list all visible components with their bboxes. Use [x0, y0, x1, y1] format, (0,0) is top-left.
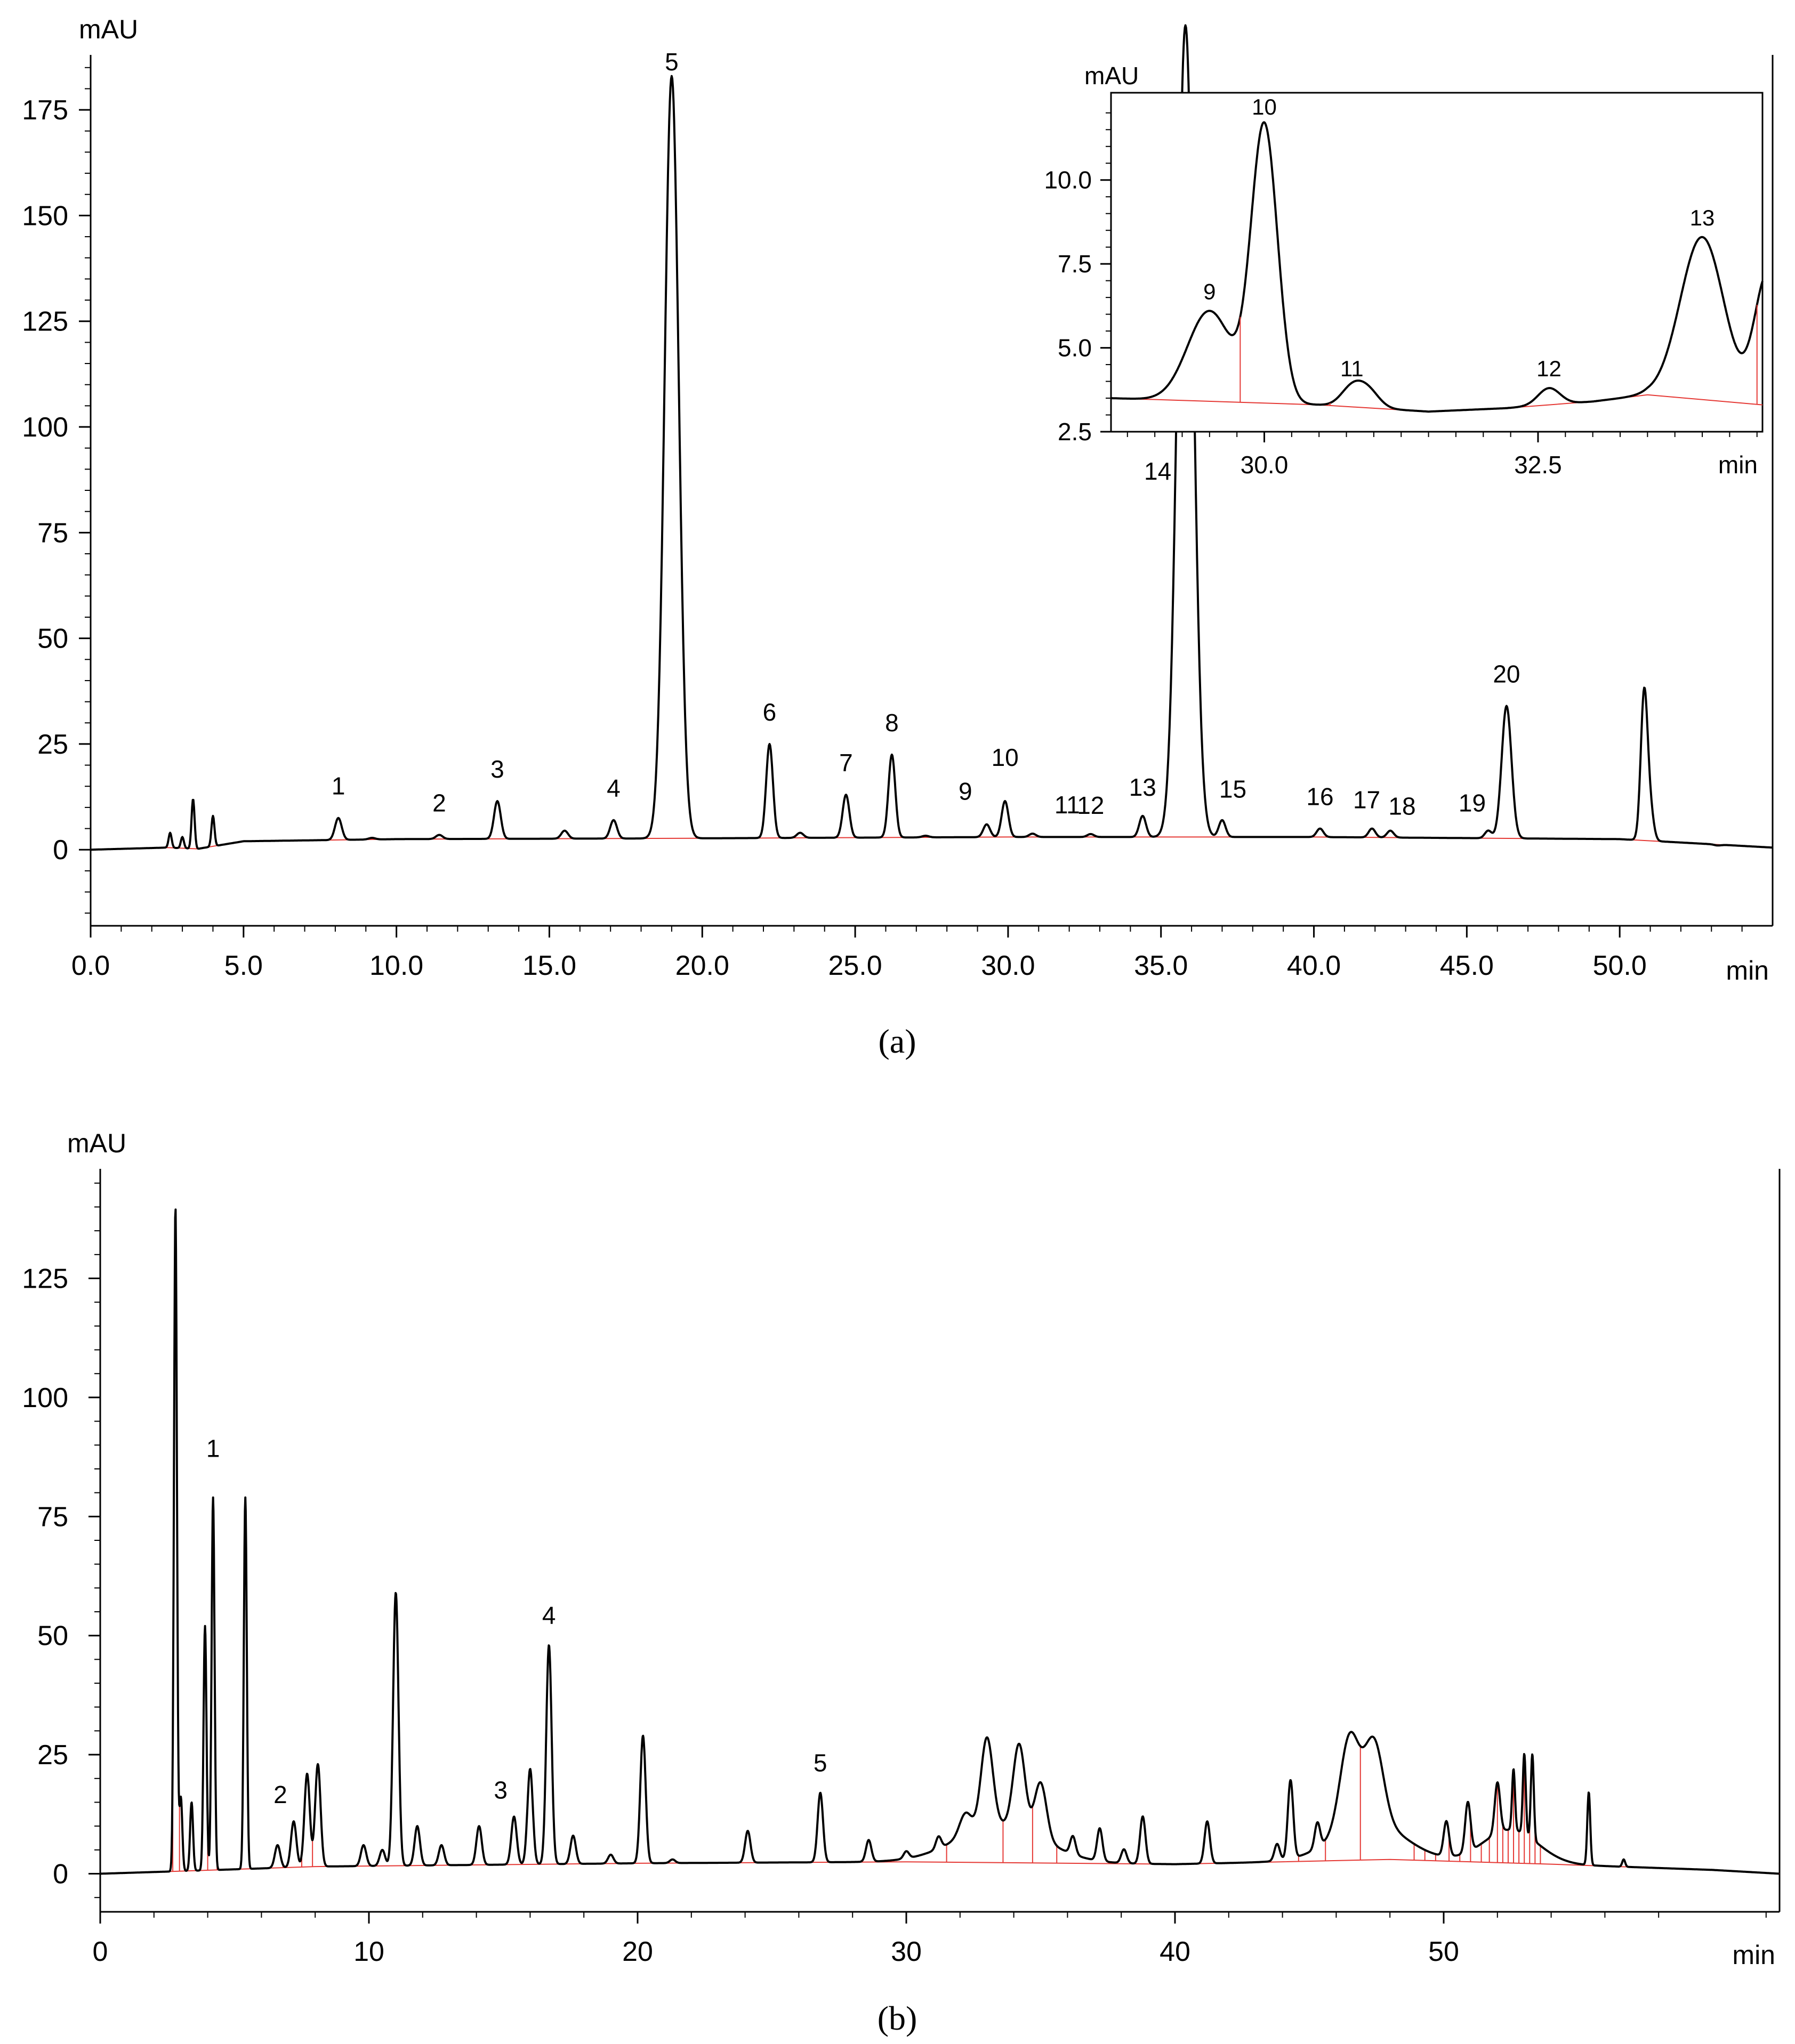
panel-a-peak-label: 7 [839, 749, 853, 777]
panel-a-x-tick-label: 15.0 [522, 950, 576, 981]
panel-a-x-tick-label: 50.0 [1593, 950, 1647, 981]
inset-y-tick-label: 2.5 [1058, 418, 1092, 446]
inset-y-axis-title: mAU [1084, 62, 1139, 90]
inset-frame [1110, 92, 1764, 433]
panel-a-peak-label: 4 [607, 774, 621, 802]
inset-y-tick-label: 7.5 [1058, 250, 1092, 278]
panel-a-x-tick-label: 20.0 [675, 950, 729, 981]
panel-a-x-tick-label: 35.0 [1134, 950, 1188, 981]
inset-x-tick-label: 32.5 [1514, 451, 1562, 479]
panel-b-x-tick-label: 40 [1160, 1936, 1190, 1967]
panel-a-y-tick-label: 0 [53, 835, 68, 866]
panel-a-y-tick-label: 50 [37, 624, 68, 655]
panel-a-peak-label: 2 [432, 789, 446, 817]
panel-b-peak-label: 1 [206, 1435, 220, 1463]
inset-peak-label: 12 [1536, 356, 1561, 381]
panel-a-y-axis-title: mAU [79, 14, 138, 44]
inset-peak-labels: 9 10 11 12 13 [1203, 94, 1714, 381]
panel-a-peak-label: 18 [1388, 793, 1415, 820]
panel-b-peak-label: 2 [273, 1781, 287, 1808]
inset-peak-label: 13 [1690, 205, 1715, 230]
panel-b-peak-label: 5 [814, 1749, 827, 1777]
panel-a-peak-label: 6 [763, 698, 777, 726]
panel-a-peak-label: 17 [1353, 786, 1380, 814]
panel-a-x-axis-title: min [1726, 956, 1769, 985]
panel-b-drop-lines [172, 1744, 1541, 1872]
panel-a-baseline [90, 836, 1773, 851]
inset-peak-label: 9 [1203, 279, 1216, 304]
panel-b-x-tick-label: 0 [93, 1936, 108, 1967]
panel-a-x-tick-label: 5.0 [224, 950, 263, 981]
panel-b-y-tick-label: 25 [37, 1740, 68, 1771]
panel-a-y-tick-label: 175 [22, 95, 68, 126]
inset-trace [1110, 121, 1764, 413]
panel-b-x-tick-label: 30 [891, 1936, 922, 1967]
panel-a-trace [90, 24, 1773, 851]
panel-a-y-tick-label: 150 [22, 200, 68, 231]
panel-a-label: (a) [878, 1022, 916, 1060]
panel-a-x-tick-label: 0.0 [71, 950, 110, 981]
panel-a-peak-label: 11 [1055, 791, 1080, 819]
panel-a-peak-label: 5 [665, 48, 679, 76]
panel-b-peak-labels: 1 2 3 4 5 [206, 1435, 827, 1809]
panel-b-x-tick-label: 20 [622, 1936, 653, 1967]
panel-a-peak-label: 1 [332, 772, 345, 800]
panel-a-peak-label: 8 [885, 709, 899, 737]
inset-drop-lines [1239, 304, 1758, 406]
panel-b-y-tick-label: 100 [22, 1383, 68, 1413]
panel-a-peak-label: 20 [1493, 660, 1520, 688]
panel-a-peak-label: 3 [490, 755, 504, 783]
panel-b-y-tick-label: 0 [53, 1859, 68, 1890]
panel-a-inset: 30.0 32.5 2.5 5.0 7.5 10.0 mAU min 9 10 11 12 13 [1044, 62, 1764, 479]
panel-b-peak-label: 4 [542, 1602, 556, 1629]
panel-a-peak-label: 12 [1077, 791, 1104, 819]
panel-b: 0 10 20 30 40 50 0 25 50 75 100 125 mAU min 1 2 3 4 5 (… [22, 1128, 1781, 2037]
panel-a-peak-label: 15 [1219, 775, 1246, 803]
panel-a-x-tick-label: 25.0 [828, 950, 882, 981]
panel-a: 0.0 5.0 10.0 15.0 20.0 25.0 30.0 35.0 40.0 45.0 50… [22, 14, 1774, 1060]
panel-b-x-tick-label: 50 [1428, 1936, 1459, 1967]
panel-b-trace [99, 1208, 1780, 1875]
panel-a-x-tick-label: 45.0 [1440, 950, 1494, 981]
panel-a-peak-label: 9 [959, 778, 972, 805]
inset-x-axis-title: min [1718, 451, 1758, 479]
panel-a-y-tick-label: 100 [22, 412, 68, 443]
panel-b-x-tick-label: 10 [353, 1936, 384, 1967]
inset-y-tick-label: 10.0 [1044, 166, 1092, 194]
panel-a-peak-label: 13 [1129, 773, 1156, 801]
inset-ticks: 30.0 32.5 2.5 5.0 7.5 10.0 [1044, 112, 1758, 479]
panel-b-y-axis-title: mAU [67, 1128, 126, 1158]
panel-b-y-tick-label: 125 [22, 1264, 68, 1295]
panel-a-peak-label: 19 [1459, 789, 1486, 817]
inset-y-tick-label: 5.0 [1058, 334, 1092, 362]
panel-a-ticks: 0.0 5.0 10.0 15.0 20.0 25.0 30.0 35.0 40.0 45.0 50… [22, 67, 1743, 981]
panel-a-peak-label: 14 [1144, 457, 1171, 485]
panel-b-y-tick-label: 75 [37, 1501, 68, 1532]
inset-x-tick-label: 30.0 [1241, 451, 1289, 479]
inset-peak-label: 10 [1252, 94, 1277, 119]
panel-a-y-tick-label: 125 [22, 306, 68, 337]
panel-b-y-tick-label: 50 [37, 1621, 68, 1652]
panel-a-y-tick-label: 75 [37, 518, 68, 548]
panel-a-peak-label: 16 [1306, 783, 1333, 811]
inset-peak-label: 11 [1340, 356, 1364, 381]
panel-a-x-tick-label: 30.0 [981, 950, 1035, 981]
panel-a-peak-label: 10 [992, 744, 1019, 771]
panel-b-peak-label: 3 [494, 1776, 508, 1804]
panel-b-label: (b) [878, 1999, 917, 2037]
panel-a-x-tick-label: 10.0 [369, 950, 423, 981]
panel-a-axes: 0.0 5.0 10.0 15.0 20.0 25.0 30.0 35.0 40.0 45.0 50… [22, 55, 1774, 981]
panel-b-x-axis-title: min [1732, 1940, 1775, 1970]
panel-a-y-tick-label: 25 [37, 729, 68, 760]
panel-a-x-tick-label: 40.0 [1287, 950, 1341, 981]
